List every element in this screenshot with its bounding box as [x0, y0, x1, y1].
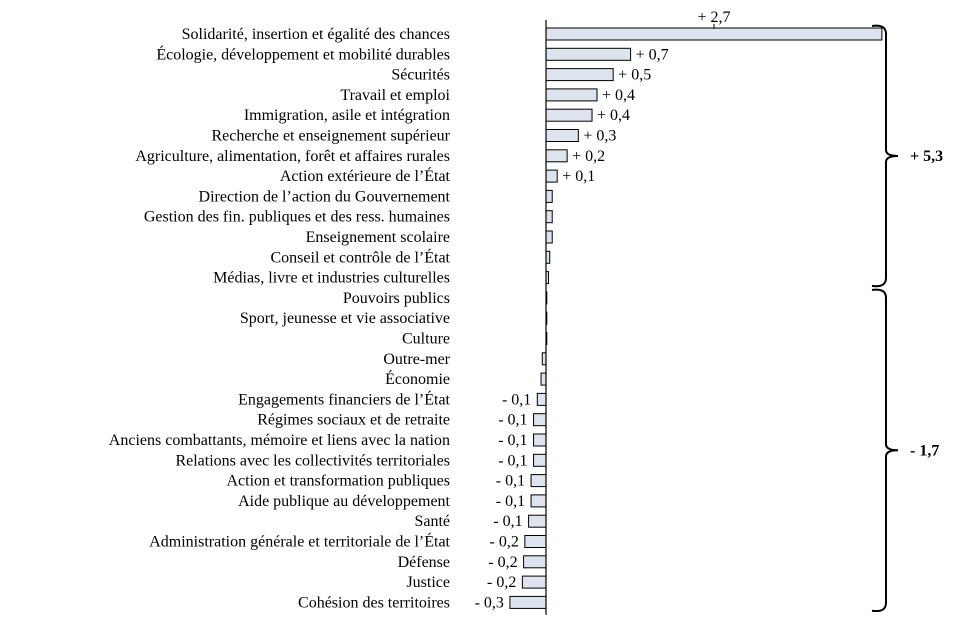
- data-label: + 2,7: [697, 9, 730, 26]
- bar: [509, 595, 547, 609]
- category-label: Justice: [406, 574, 450, 591]
- category-label: Écologie, développement et mobilité dura…: [156, 44, 450, 63]
- group-brace: [871, 288, 899, 613]
- category-label: Culture: [402, 331, 450, 348]
- category-label: Anciens combattants, mémoire et liens av…: [109, 432, 450, 449]
- data-label: + 0,1: [562, 168, 595, 185]
- group-brace: [871, 24, 899, 288]
- bar: [545, 88, 598, 102]
- bar: [545, 149, 568, 163]
- data-label: + 0,3: [583, 128, 616, 145]
- data-label: - 0,1: [496, 473, 525, 490]
- category-label: Défense: [398, 554, 450, 571]
- group-total-label: + 5,3: [910, 148, 943, 165]
- category-label: Régimes sociaux et de retraite: [257, 412, 450, 429]
- category-label: Outre-mer: [383, 351, 450, 368]
- category-label: Agriculture, alimentation, forêt et affa…: [135, 148, 450, 165]
- group-total-label: - 1,7: [910, 442, 939, 459]
- data-label: + 0,7: [636, 46, 669, 63]
- category-label: Sécurités: [391, 67, 450, 84]
- category-label: Relations avec les collectivités territo…: [175, 452, 450, 469]
- bar: [530, 474, 547, 488]
- category-label: Enseignement scolaire: [306, 229, 450, 246]
- category-label: Économie: [385, 369, 450, 388]
- data-label: - 0,2: [490, 534, 519, 551]
- bar: [545, 189, 553, 203]
- bar: [528, 514, 547, 528]
- data-label: - 0,1: [498, 432, 527, 449]
- data-label: - 0,1: [493, 513, 522, 530]
- category-label: Recherche et enseignement supérieur: [211, 128, 450, 145]
- category-label: Action extérieure de l’État: [280, 166, 451, 185]
- category-label: Pouvoirs publics: [343, 290, 450, 307]
- data-label: + 0,4: [602, 87, 635, 104]
- bar: [533, 453, 547, 467]
- category-label: Santé: [414, 513, 450, 530]
- category-label: Engagements financiers de l’État: [238, 389, 450, 408]
- category-label: Solidarité, insertion et égalité des cha…: [182, 26, 450, 43]
- data-label: - 0,1: [498, 452, 527, 469]
- data-label: + 0,2: [572, 148, 605, 165]
- bar: [545, 210, 553, 224]
- bar: [545, 230, 553, 244]
- data-label: - 0,1: [502, 391, 531, 408]
- category-label: Cohésion des territoires: [298, 594, 450, 611]
- bar: [524, 535, 547, 548]
- data-label: - 0,2: [488, 554, 517, 571]
- category-label: Médias, livre et industries culturelles: [213, 270, 450, 287]
- category-label: Immigration, asile et intégration: [244, 107, 450, 124]
- category-label: Sport, jeunesse et vie associative: [240, 310, 450, 327]
- bar: [540, 372, 547, 386]
- category-label: Administration générale et territoriale …: [149, 532, 450, 551]
- data-label: - 0,1: [496, 493, 525, 510]
- category-label: Action et transformation publiques: [226, 473, 450, 490]
- bar: [530, 494, 547, 508]
- data-label: - 0,1: [498, 412, 527, 429]
- bar: [545, 129, 579, 142]
- bar: [545, 68, 614, 82]
- data-label: - 0,2: [487, 574, 516, 591]
- bar: [533, 413, 547, 427]
- category-label: Gestion des fin. publiques et des ress. …: [144, 209, 450, 226]
- bar: [545, 108, 593, 122]
- bar: [545, 169, 558, 183]
- category-label: Conseil et contrôle de l’État: [271, 247, 451, 266]
- bar: [521, 575, 547, 589]
- data-label: - 0,3: [475, 594, 504, 611]
- category-label: Travail et emploi: [340, 87, 450, 104]
- category-label: Aide publique au développement: [238, 493, 450, 510]
- bar: [545, 27, 883, 41]
- data-label: + 0,4: [597, 107, 630, 124]
- data-label: + 0,5: [618, 67, 651, 84]
- bar: [533, 433, 547, 447]
- category-label: Direction de l’action du Gouvernement: [199, 188, 451, 205]
- bar: [545, 47, 632, 61]
- bar: [536, 392, 547, 406]
- bar: [523, 555, 547, 569]
